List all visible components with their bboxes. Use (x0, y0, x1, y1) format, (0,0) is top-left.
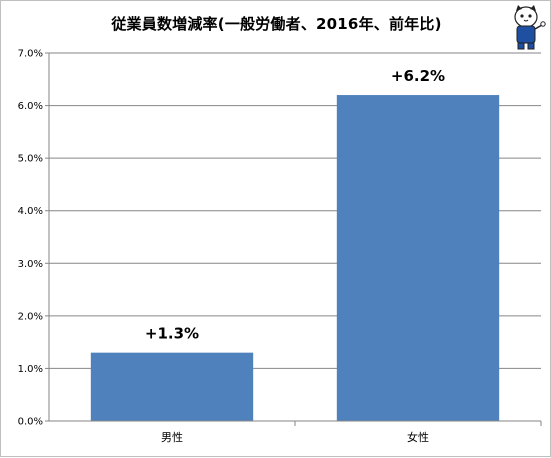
data-label: +1.3% (145, 325, 199, 343)
x-tick-label: 女性 (407, 430, 429, 444)
y-tick-label: 4.0% (18, 206, 43, 217)
y-tick-label: 5.0% (18, 154, 43, 165)
y-tick-label: 2.0% (18, 311, 43, 322)
y-tick-label: 7.0% (18, 49, 43, 60)
data-label: +6.2% (391, 67, 445, 85)
y-tick-label: 0.0% (18, 417, 43, 428)
bar (336, 95, 500, 422)
chart-title: 従業員数増減率(一般労働者、2016年、前年比) (111, 15, 442, 33)
cat-mascot-icon (514, 5, 546, 50)
y-tick-label: 3.0% (18, 259, 43, 270)
x-tick-label: 男性 (161, 430, 183, 444)
bar (90, 352, 254, 421)
y-tick-label: 6.0% (18, 101, 43, 112)
y-tick-label: 1.0% (18, 364, 43, 375)
